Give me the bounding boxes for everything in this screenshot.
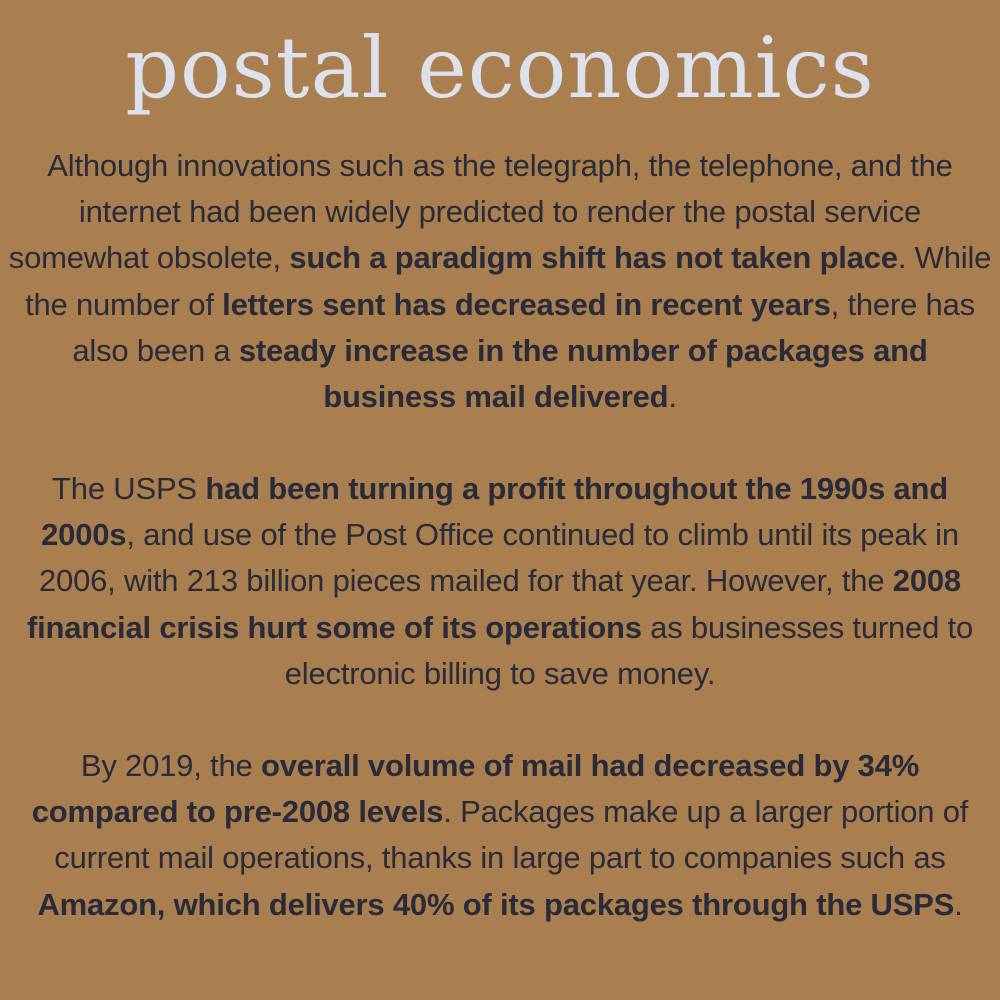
- page-title: postal economics: [125, 19, 875, 117]
- bold-text-segment: letters sent has decreased in recent yea…: [222, 286, 831, 322]
- text-segment: , there has also been a: [72, 286, 975, 368]
- bold-text-segment: overall volume of mail had decreased by …: [31, 748, 920, 830]
- text-segment: By 2019, the: [80, 748, 261, 783]
- bold-text-segment: Amazon, which delivers 40% of its packag…: [37, 886, 955, 922]
- bold-text-segment: had been turning a profit throughout the…: [41, 471, 948, 553]
- text-segment: .: [668, 379, 677, 415]
- paragraph-2019-mail-volume: By 2019, the overall volume of mail had …: [6, 743, 994, 928]
- bold-text-segment: 2008 financial crisis hurt some of its o…: [26, 563, 961, 645]
- text-segment: Although innovations such as the telegra…: [8, 148, 953, 276]
- text-segment: .: [954, 886, 963, 922]
- paragraph-usps-profit-history: The USPS had been turning a profit throu…: [6, 466, 994, 697]
- text-segment: . While the number of: [25, 240, 992, 322]
- bold-text-segment: steady increase in the number of package…: [238, 332, 928, 415]
- bold-text-segment: such a paradigm shift has not taken plac…: [289, 240, 898, 276]
- paragraph-mail-volume-trends: Although innovations such as the telegra…: [6, 143, 994, 420]
- text-segment: as businesses turned to electronic billi…: [284, 609, 974, 691]
- text-segment: , and use of the Post Office continued t…: [39, 517, 959, 599]
- text-segment: The USPS: [52, 471, 206, 506]
- text-segment: . Packages make up a larger portion of c…: [54, 794, 969, 876]
